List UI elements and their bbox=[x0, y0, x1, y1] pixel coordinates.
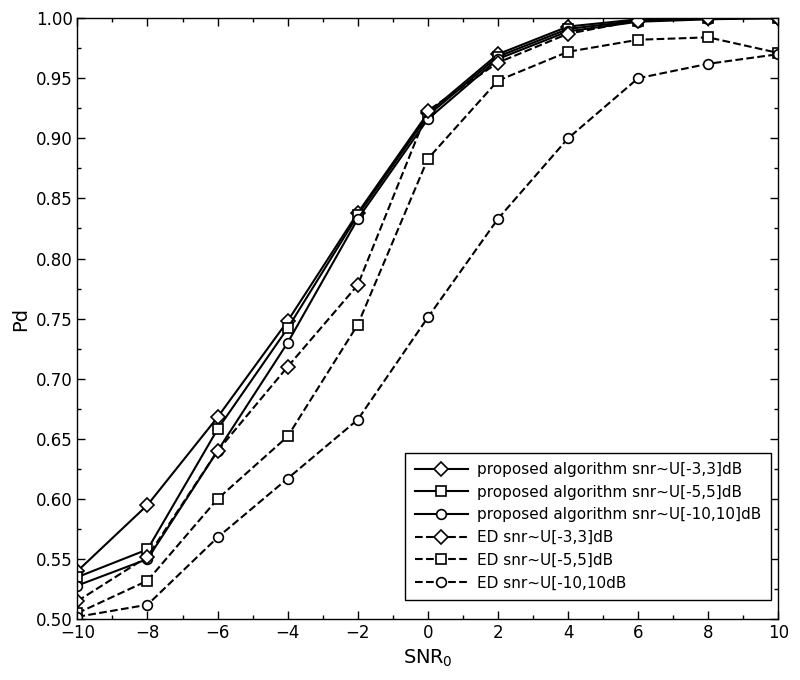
proposed algorithm snr~U[-5,5]dB bbox=[142, 545, 152, 554]
proposed algorithm snr~U[-3,3]dB bbox=[423, 109, 433, 117]
ED snr~U[-5,5]dB bbox=[563, 48, 573, 56]
ED snr~U[-3,3]dB bbox=[774, 14, 783, 22]
proposed algorithm snr~U[-5,5]dB bbox=[563, 25, 573, 33]
proposed algorithm snr~U[-10,10]dB bbox=[283, 339, 293, 347]
Line: ED snr~U[-3,3]dB: ED snr~U[-3,3]dB bbox=[73, 13, 783, 606]
proposed algorithm snr~U[-5,5]dB bbox=[353, 211, 362, 220]
ED snr~U[-5,5]dB bbox=[353, 320, 362, 328]
proposed algorithm snr~U[-5,5]dB bbox=[703, 14, 713, 22]
proposed algorithm snr~U[-10,10]dB bbox=[423, 115, 433, 123]
ED snr~U[-10,10dB bbox=[283, 475, 293, 483]
ED snr~U[-10,10dB bbox=[563, 134, 573, 142]
ED snr~U[-10,10dB bbox=[493, 215, 502, 223]
ED snr~U[-3,3]dB bbox=[73, 597, 82, 605]
Y-axis label: Pd: Pd bbox=[11, 307, 30, 330]
proposed algorithm snr~U[-10,10]dB bbox=[353, 215, 362, 223]
proposed algorithm snr~U[-10,10]dB bbox=[774, 14, 783, 22]
ED snr~U[-10,10dB bbox=[634, 74, 643, 82]
ED snr~U[-10,10dB bbox=[73, 613, 82, 621]
ED snr~U[-5,5]dB bbox=[774, 49, 783, 57]
ED snr~U[-5,5]dB bbox=[283, 432, 293, 441]
proposed algorithm snr~U[-3,3]dB bbox=[283, 317, 293, 325]
ED snr~U[-5,5]dB bbox=[493, 77, 502, 85]
ED snr~U[-10,10dB bbox=[213, 533, 222, 541]
Legend: proposed algorithm snr~U[-3,3]dB, proposed algorithm snr~U[-5,5]dB, proposed alg: proposed algorithm snr~U[-3,3]dB, propos… bbox=[406, 453, 770, 600]
proposed algorithm snr~U[-5,5]dB bbox=[774, 14, 783, 22]
Line: ED snr~U[-5,5]dB: ED snr~U[-5,5]dB bbox=[73, 33, 783, 618]
ED snr~U[-5,5]dB bbox=[703, 33, 713, 41]
ED snr~U[-3,3]dB bbox=[634, 16, 643, 24]
Line: proposed algorithm snr~U[-5,5]dB: proposed algorithm snr~U[-5,5]dB bbox=[73, 13, 783, 582]
proposed algorithm snr~U[-5,5]dB bbox=[493, 52, 502, 61]
ED snr~U[-10,10dB bbox=[353, 415, 362, 424]
proposed algorithm snr~U[-3,3]dB bbox=[703, 14, 713, 22]
ED snr~U[-3,3]dB bbox=[142, 553, 152, 561]
proposed algorithm snr~U[-10,10]dB bbox=[563, 27, 573, 35]
ED snr~U[-3,3]dB bbox=[283, 362, 293, 371]
Line: proposed algorithm snr~U[-10,10]dB: proposed algorithm snr~U[-10,10]dB bbox=[73, 13, 783, 590]
proposed algorithm snr~U[-5,5]dB bbox=[423, 112, 433, 120]
proposed algorithm snr~U[-3,3]dB bbox=[353, 209, 362, 217]
ED snr~U[-3,3]dB bbox=[493, 58, 502, 67]
proposed algorithm snr~U[-3,3]dB bbox=[142, 501, 152, 509]
ED snr~U[-10,10dB bbox=[774, 50, 783, 58]
ED snr~U[-3,3]dB bbox=[423, 107, 433, 115]
ED snr~U[-10,10dB bbox=[423, 313, 433, 322]
proposed algorithm snr~U[-3,3]dB bbox=[73, 567, 82, 575]
proposed algorithm snr~U[-5,5]dB bbox=[73, 573, 82, 581]
proposed algorithm snr~U[-5,5]dB bbox=[634, 16, 643, 24]
ED snr~U[-3,3]dB bbox=[213, 447, 222, 455]
proposed algorithm snr~U[-10,10]dB bbox=[703, 15, 713, 23]
proposed algorithm snr~U[-3,3]dB bbox=[634, 15, 643, 23]
ED snr~U[-5,5]dB bbox=[73, 609, 82, 617]
ED snr~U[-10,10dB bbox=[142, 600, 152, 609]
ED snr~U[-5,5]dB bbox=[634, 35, 643, 44]
ED snr~U[-5,5]dB bbox=[213, 495, 222, 503]
proposed algorithm snr~U[-5,5]dB bbox=[213, 425, 222, 433]
proposed algorithm snr~U[-10,10]dB bbox=[213, 447, 222, 455]
proposed algorithm snr~U[-10,10]dB bbox=[142, 555, 152, 563]
ED snr~U[-3,3]dB bbox=[703, 14, 713, 22]
proposed algorithm snr~U[-10,10]dB bbox=[493, 55, 502, 63]
Line: ED snr~U[-10,10dB: ED snr~U[-10,10dB bbox=[73, 50, 783, 622]
proposed algorithm snr~U[-3,3]dB bbox=[563, 22, 573, 31]
X-axis label: SNR$_0$: SNR$_0$ bbox=[403, 647, 453, 669]
ED snr~U[-5,5]dB bbox=[423, 154, 433, 163]
proposed algorithm snr~U[-10,10]dB bbox=[73, 581, 82, 590]
Line: proposed algorithm snr~U[-3,3]dB: proposed algorithm snr~U[-3,3]dB bbox=[73, 13, 783, 576]
ED snr~U[-10,10dB bbox=[703, 60, 713, 68]
ED snr~U[-3,3]dB bbox=[353, 281, 362, 289]
proposed algorithm snr~U[-3,3]dB bbox=[774, 14, 783, 22]
proposed algorithm snr~U[-10,10]dB bbox=[634, 18, 643, 26]
ED snr~U[-3,3]dB bbox=[563, 30, 573, 38]
proposed algorithm snr~U[-3,3]dB bbox=[213, 413, 222, 422]
proposed algorithm snr~U[-5,5]dB bbox=[283, 324, 293, 333]
proposed algorithm snr~U[-3,3]dB bbox=[493, 50, 502, 58]
ED snr~U[-5,5]dB bbox=[142, 577, 152, 585]
